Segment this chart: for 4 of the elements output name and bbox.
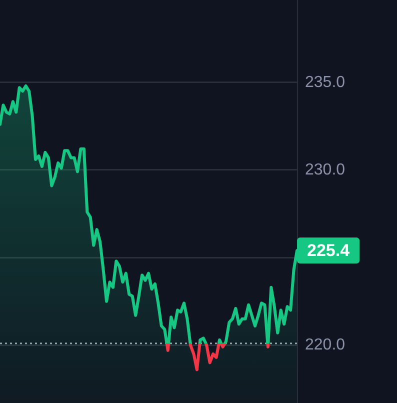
y-tick-label: 230.0 <box>305 161 346 178</box>
y-tick-label: 235.0 <box>305 74 346 91</box>
text: 225.4 <box>307 241 350 260</box>
y-tick-label: 220.0 <box>305 336 346 354</box>
